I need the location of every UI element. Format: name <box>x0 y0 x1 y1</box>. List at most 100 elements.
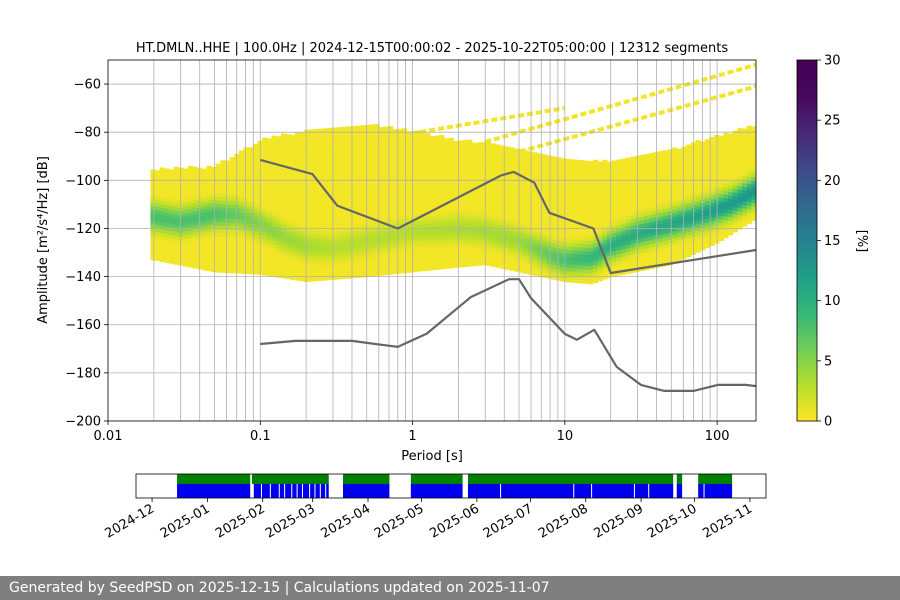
density-cell <box>476 239 482 245</box>
density-cell <box>737 163 743 169</box>
density-cell <box>397 197 403 202</box>
density-cell <box>173 246 179 251</box>
density-cell <box>639 223 645 228</box>
density-cell <box>150 201 156 207</box>
density-cell <box>206 209 212 214</box>
density-cell <box>285 235 291 240</box>
density-cell <box>355 201 361 206</box>
density-cell <box>648 167 655 172</box>
density-cell <box>485 146 492 151</box>
density-cell <box>704 240 711 245</box>
density-cell <box>723 172 729 177</box>
density-cell <box>714 153 720 158</box>
density-cell <box>704 244 711 249</box>
density-cell <box>541 172 547 177</box>
density-cell <box>434 240 440 245</box>
density-cell <box>266 217 273 223</box>
density-cell <box>742 139 748 144</box>
density-cell <box>336 235 343 240</box>
density-cell <box>304 227 310 232</box>
density-cell <box>644 229 650 234</box>
density-cell <box>616 210 622 215</box>
density-cell <box>192 260 198 265</box>
density-cell <box>336 159 343 164</box>
density-cell <box>346 187 352 193</box>
density-cell <box>271 193 277 198</box>
density-cell <box>499 210 506 215</box>
density-cell <box>248 165 254 170</box>
density-cell <box>401 178 408 183</box>
density-cell <box>308 201 315 206</box>
density-cell <box>369 171 375 176</box>
density-cell <box>718 175 724 180</box>
density-cell <box>462 219 468 224</box>
density-cell <box>746 194 752 199</box>
density-cell <box>220 207 226 212</box>
density-cell <box>574 177 580 182</box>
density-cell <box>672 147 678 152</box>
density-cell <box>662 251 669 256</box>
density-cell <box>686 166 692 171</box>
density-cell <box>499 235 506 240</box>
density-cell <box>504 254 510 259</box>
density-cell <box>695 187 701 192</box>
density-cell <box>499 232 506 237</box>
density-cell <box>490 248 496 253</box>
density-cell <box>378 257 384 262</box>
density-cell <box>457 187 464 192</box>
density-cell <box>355 208 361 213</box>
density-cell <box>248 248 254 253</box>
density-cell <box>159 236 166 241</box>
density-cell <box>616 264 622 269</box>
density-cell <box>280 245 287 250</box>
density-cell <box>537 272 543 277</box>
density-cell <box>751 140 756 146</box>
density-cell <box>490 161 496 166</box>
density-cell <box>211 231 217 237</box>
density-cell <box>369 164 375 169</box>
density-cell <box>532 267 538 273</box>
density-cell <box>555 207 561 212</box>
density-cell <box>360 201 366 206</box>
density-cell <box>611 218 617 223</box>
density-cell <box>467 157 473 162</box>
density-cell <box>415 141 422 146</box>
density-cell <box>467 255 473 260</box>
density-cell <box>527 256 534 261</box>
density-cell <box>355 147 361 152</box>
density-cell <box>583 211 589 216</box>
density-cell <box>467 222 473 227</box>
density-cell <box>630 214 636 219</box>
density-cell <box>518 239 524 244</box>
density-cell <box>318 190 324 195</box>
density-cell <box>471 142 478 148</box>
density-cell <box>332 196 338 201</box>
density-cell <box>606 219 613 224</box>
density-cell <box>751 176 756 182</box>
density-cell <box>546 162 552 167</box>
density-cell <box>742 161 748 166</box>
density-cell <box>537 236 543 241</box>
density-cell <box>555 168 561 173</box>
density-cell <box>271 175 277 180</box>
density-cell <box>569 267 575 272</box>
density-cell <box>336 271 343 276</box>
density-cell <box>616 260 622 265</box>
density-cell <box>229 254 235 259</box>
density-cell <box>667 156 673 161</box>
density-cell <box>187 234 193 239</box>
density-cell <box>509 241 515 246</box>
density-cell <box>420 202 426 207</box>
density-cell <box>658 241 664 246</box>
density-cell <box>369 185 375 191</box>
data-gap-marker <box>325 484 327 498</box>
density-cell <box>471 182 478 187</box>
density-cell <box>215 167 221 172</box>
density-cell <box>630 261 636 266</box>
density-cell <box>644 172 650 177</box>
density-cell <box>532 188 538 193</box>
density-cell <box>327 185 333 190</box>
density-cell <box>471 251 478 256</box>
density-cell <box>332 268 338 273</box>
density-cell <box>481 257 487 262</box>
